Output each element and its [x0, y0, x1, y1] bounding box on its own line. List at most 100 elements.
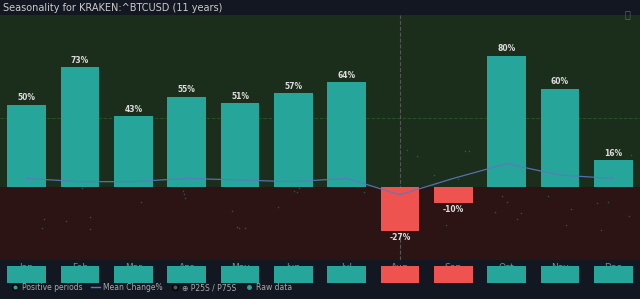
- Point: [460, 149, 470, 154]
- Point: [178, 189, 188, 194]
- Point: [388, 203, 398, 208]
- Point: [561, 222, 572, 227]
- Point: [240, 226, 250, 231]
- Bar: [8, 105, 46, 187]
- Bar: [434, 266, 472, 283]
- Text: 80%: 80%: [497, 44, 516, 53]
- Point: [85, 227, 95, 231]
- Bar: [594, 161, 632, 187]
- Point: [122, 143, 132, 148]
- Point: [13, 176, 24, 180]
- Point: [603, 199, 613, 204]
- Bar: [114, 266, 152, 283]
- Point: [232, 224, 242, 229]
- Bar: [61, 67, 99, 187]
- Point: [324, 170, 334, 175]
- Point: [543, 193, 554, 198]
- Bar: [328, 82, 366, 187]
- Text: 50%: 50%: [18, 93, 36, 102]
- Point: [178, 142, 188, 147]
- Point: [330, 146, 340, 151]
- Point: [540, 147, 550, 152]
- Text: 51%: 51%: [231, 92, 249, 101]
- Point: [340, 151, 351, 156]
- Point: [179, 191, 189, 196]
- Point: [227, 209, 237, 214]
- Point: [441, 222, 451, 227]
- Point: [429, 172, 440, 177]
- Point: [490, 210, 500, 215]
- Point: [234, 225, 244, 230]
- Bar: [168, 266, 206, 283]
- Point: [85, 214, 95, 219]
- Point: [512, 216, 522, 221]
- Text: -27%: -27%: [389, 233, 411, 242]
- Text: -10%: -10%: [443, 205, 464, 214]
- Point: [92, 154, 102, 159]
- Point: [291, 158, 301, 163]
- Point: [347, 153, 357, 158]
- Point: [180, 196, 190, 201]
- Bar: [0, 15, 640, 187]
- Text: 16%: 16%: [604, 149, 622, 158]
- Point: [589, 176, 600, 181]
- Point: [401, 148, 412, 153]
- Bar: [488, 266, 526, 283]
- Point: [325, 176, 335, 181]
- Bar: [274, 93, 312, 187]
- Bar: [594, 266, 632, 283]
- Text: 60%: 60%: [551, 77, 569, 86]
- Point: [37, 225, 47, 230]
- Point: [289, 188, 299, 193]
- Point: [292, 190, 303, 194]
- Bar: [381, 266, 419, 283]
- Bar: [541, 266, 579, 283]
- Point: [56, 183, 66, 188]
- Text: 64%: 64%: [338, 71, 356, 80]
- Text: 57%: 57%: [284, 82, 302, 91]
- Point: [596, 228, 606, 232]
- Point: [399, 200, 410, 205]
- Point: [77, 186, 87, 191]
- Bar: [274, 266, 312, 283]
- Point: [127, 157, 138, 162]
- Text: 73%: 73%: [71, 56, 89, 65]
- Bar: [328, 266, 366, 283]
- Point: [592, 201, 602, 206]
- Point: [463, 148, 474, 153]
- Point: [499, 172, 509, 177]
- Point: [136, 200, 146, 205]
- Bar: [168, 97, 206, 187]
- Point: [218, 183, 228, 187]
- Point: [8, 164, 19, 169]
- Point: [169, 144, 179, 149]
- Point: [133, 146, 143, 150]
- Point: [61, 218, 71, 223]
- Point: [39, 216, 49, 221]
- Point: [12, 182, 22, 187]
- Point: [402, 228, 412, 233]
- Bar: [221, 266, 259, 283]
- Point: [273, 204, 284, 209]
- Point: [121, 170, 131, 175]
- Bar: [114, 116, 152, 187]
- Point: [303, 176, 314, 180]
- Point: [547, 174, 557, 179]
- Bar: [61, 266, 99, 283]
- Bar: [434, 187, 472, 203]
- Point: [444, 176, 454, 181]
- Text: Seasonality for KRAKEN:^BTCUSD (11 years): Seasonality for KRAKEN:^BTCUSD (11 years…: [3, 3, 223, 13]
- Point: [497, 193, 507, 198]
- Bar: [8, 266, 46, 283]
- Text: 43%: 43%: [124, 105, 142, 114]
- Point: [192, 156, 202, 161]
- Point: [120, 164, 131, 169]
- Point: [219, 164, 229, 169]
- Bar: [541, 89, 579, 187]
- Point: [294, 185, 304, 190]
- Text: 55%: 55%: [178, 85, 196, 94]
- Bar: [488, 56, 526, 187]
- Point: [626, 152, 636, 157]
- Point: [3, 148, 13, 153]
- Bar: [0, 187, 640, 260]
